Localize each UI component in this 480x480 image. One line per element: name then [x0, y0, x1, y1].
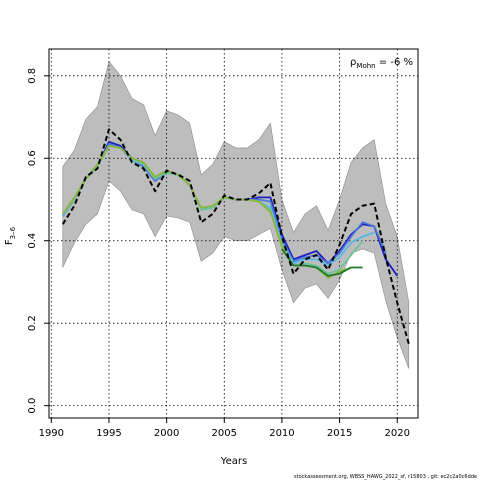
axis-layer: 1990 1995 2000 2005 2010 2015 2020 0.0 0.2 0.4 0.6… [27, 68, 410, 439]
x-tick-label: 2005 [212, 428, 237, 439]
x-axis-title: Years [220, 456, 247, 467]
y-tick-label: 0.8 [27, 68, 38, 84]
y-tick-label: 0.6 [27, 150, 38, 166]
confidence-band [62, 60, 410, 369]
y-axis-title: F3–6 [4, 226, 17, 245]
annotation-sub: Mohn [356, 62, 375, 70]
plot-frame [48, 48, 419, 419]
x-tick-label: 2010 [269, 428, 294, 439]
y-tick-label: 0.2 [27, 315, 38, 331]
series-line-final [61, 128, 410, 345]
y-axis-title-base: F [4, 239, 15, 245]
x-tick-label: 1995 [96, 428, 121, 439]
series-layer [61, 128, 410, 345]
x-tick-label: 1990 [39, 428, 64, 439]
x-tick-label: 2015 [327, 428, 352, 439]
confidence-band-layer [62, 60, 410, 369]
credit-text: stockassessment.org, WBSS_HAWG_2022_sf, … [294, 474, 477, 480]
mohn-rho-annotation: ρMohn = -6 % [350, 57, 413, 70]
x-tick-label: 2020 [385, 428, 410, 439]
series-line-retro [281, 248, 363, 277]
x-tick-label: 2000 [154, 428, 179, 439]
annotation-rho: ρ [350, 57, 356, 68]
annotation-value: = -6 % [376, 57, 413, 68]
grid-layer [49, 49, 418, 418]
y-tick-label: 0.4 [27, 233, 38, 249]
y-axis-title-sub: 3–6 [9, 226, 17, 239]
y-tick-label: 0.0 [27, 398, 38, 414]
